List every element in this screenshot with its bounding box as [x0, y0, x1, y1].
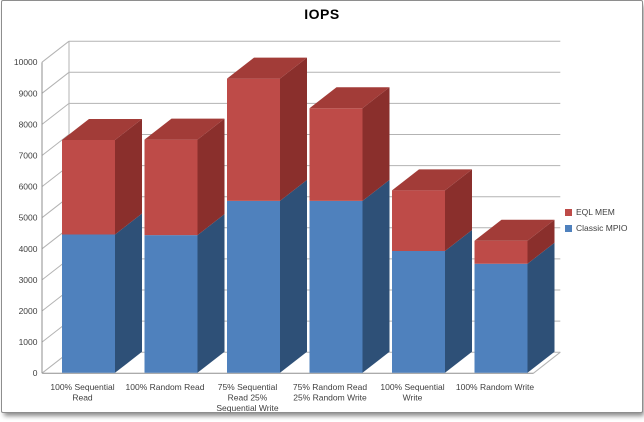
y-axis-tick-label-9000: 9000 — [19, 88, 38, 98]
y-axis-tick-label-8000: 8000 — [19, 119, 38, 129]
x-axis-category-label-5: 100% Random Write — [456, 382, 535, 392]
legend-label: Classic MPIO — [576, 223, 628, 233]
y-axis-tick-label-6000: 6000 — [19, 182, 38, 192]
x-axis-category-label-1: 100% Random Read — [126, 382, 205, 392]
y-axis-tick-label-4000: 4000 — [19, 244, 38, 254]
gridline-slant-7000 — [41, 134, 70, 156]
segment-classic-mpio-front — [474, 263, 528, 373]
segment-eql-mem-front — [62, 139, 115, 235]
segment-eql-mem-top — [392, 169, 472, 191]
segment-classic-mpio-side — [527, 242, 555, 373]
y-axis-tick-label-3000: 3000 — [19, 275, 38, 285]
iops-3d-stacked-bar-chart: 0 1000 2000 3000 4000 5000 6000 7000 8000 9000 100… — [14, 40, 561, 412]
segment-classic-mpio-side — [362, 179, 390, 373]
y-axis-tick-label-1000: 1000 — [19, 337, 38, 347]
segment-classic-mpio-front — [227, 200, 280, 373]
chart-frame: IOPS 0 1000 2000 3000 4000 5000 6000 7000 8000 90… — [1, 0, 643, 413]
segment-eql-mem-side — [445, 169, 472, 251]
segment-eql-mem-front — [392, 190, 445, 251]
segment-classic-mpio-side — [445, 229, 472, 373]
gridline-slant-8000 — [41, 103, 70, 125]
segment-classic-mpio-front — [309, 200, 363, 373]
bar-4 — [392, 169, 472, 373]
segment-eql-mem-top — [144, 118, 225, 140]
floor-right-edge — [533, 351, 561, 374]
segment-classic-mpio-front — [392, 250, 445, 373]
y-axis-tick-label-0: 0 — [33, 368, 38, 378]
segment-eql-mem-top — [474, 219, 555, 241]
bar-2 — [227, 57, 307, 373]
segment-eql-mem-front — [309, 108, 363, 201]
segment-eql-mem-front — [474, 240, 528, 264]
legend-swatch-classic-mpio-icon — [565, 224, 572, 232]
chart-legend: EQL MEM Classic MPIO — [565, 207, 627, 239]
segment-eql-mem-side — [527, 219, 555, 264]
y-axis-tick-label-10000: 10000 — [14, 57, 38, 67]
bar-5 — [474, 219, 555, 373]
y-axis-tick-label-2000: 2000 — [19, 306, 38, 316]
x-axis-category-label-4: 100% Sequential Write — [380, 382, 444, 403]
chart-title: IOPS — [304, 6, 340, 22]
x-axis-category-label-2: 75% Sequential Read 25% Sequential Write — [216, 382, 278, 412]
segment-eql-mem-side — [362, 87, 390, 201]
segment-eql-mem-top — [62, 118, 142, 140]
x-axis-category-label-3: 75% Random Read 25% Random Write — [293, 382, 367, 403]
segment-eql-mem-side — [115, 118, 142, 235]
bar-1 — [144, 118, 225, 373]
segment-classic-mpio-front — [62, 234, 115, 373]
bar-0 — [62, 118, 142, 373]
segment-eql-mem-side — [197, 118, 225, 236]
y-axis-tick-label-7000: 7000 — [19, 151, 38, 161]
segment-eql-mem-top — [227, 57, 307, 79]
bar-3 — [309, 87, 390, 373]
segment-classic-mpio-front — [144, 235, 198, 373]
segment-classic-mpio-side — [115, 213, 142, 373]
y-axis-tick-label-5000: 5000 — [19, 213, 38, 223]
legend-entry-eql-mem: EQL MEM — [565, 207, 627, 217]
gridline-slant-10000 — [41, 40, 70, 63]
x-axis-category-label-0: 100% Sequential Read — [50, 382, 114, 403]
segment-classic-mpio-side — [280, 179, 307, 373]
gridline-slant-9000 — [41, 71, 70, 94]
segment-eql-mem-side — [280, 57, 307, 201]
segment-classic-mpio-side — [197, 214, 225, 373]
legend-entry-classic-mpio: Classic MPIO — [565, 223, 627, 233]
segment-eql-mem-front — [144, 139, 198, 236]
legend-label: EQL MEM — [576, 207, 615, 217]
segment-eql-mem-top — [309, 87, 390, 109]
legend-swatch-eql-mem-icon — [565, 208, 572, 216]
segment-eql-mem-front — [227, 78, 280, 201]
